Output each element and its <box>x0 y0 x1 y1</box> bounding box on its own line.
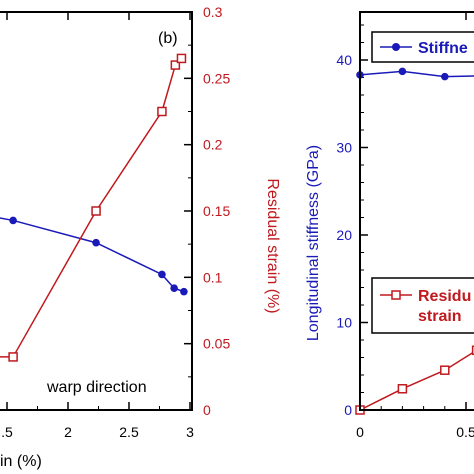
panel-right-y-tick-label: 30 <box>336 140 352 156</box>
panel-b-series <box>0 53 188 362</box>
panel-b-stiffness-line <box>0 217 185 293</box>
panel-b-y-right-tick-label: 0.25 <box>203 70 230 86</box>
legend-stiffness: Stiffne <box>371 31 474 63</box>
panel-right-x-tick-label: 0.5 <box>456 424 474 440</box>
legend-stiffness-label: Stiffne <box>418 40 468 57</box>
legend-residual-marker <box>391 290 401 300</box>
panel-b-y-right-tick-label: 0.05 <box>203 336 230 352</box>
panel-b-y-right-tick-label: 0.1 <box>203 269 223 285</box>
panel-b-stiffness-point <box>170 284 178 292</box>
panel-b-frame <box>0 11 193 411</box>
panel-label: (b) <box>158 30 178 47</box>
panel-right-stiffness-point <box>398 67 407 76</box>
panel-b-x-tick-label: 3 <box>186 424 194 440</box>
right-axis-label: Residual strain (%) <box>264 178 281 313</box>
panel-right-tick-labels: 0 0.5 0 10 20 30 40 <box>336 52 474 440</box>
panel-b-y-right-tick-label: 0.15 <box>203 203 230 219</box>
panel-right-ticks <box>359 12 467 411</box>
panel-b-stiffness-point <box>158 270 166 279</box>
panel-b-x-tick-label: 2 <box>64 424 72 440</box>
panel-b-stiffness-point <box>180 287 188 296</box>
panel-b-y-right-tick-label: 0.3 <box>203 4 223 20</box>
panel-b-stiffness-point <box>9 216 17 225</box>
legend-residual-label: Residu <box>418 288 471 305</box>
panel-b-x-tick-label: 2.5 <box>119 424 139 440</box>
panel-right-residual-point <box>440 365 450 375</box>
panel-right-residual-point <box>471 345 474 356</box>
panel-right-y-tick-label: 10 <box>336 315 352 331</box>
panel-b-tick-labels: .5 2 2.5 30 0.05 0.1 0.15 0.2 0.25 0.3 <box>1 4 230 440</box>
panel-right-residual-line <box>359 351 474 411</box>
panel-b-x-tick-label: .5 <box>1 424 13 440</box>
panel-b-residual-line <box>0 57 183 358</box>
legend-residual: Residu strain <box>371 277 474 334</box>
panel-right-series <box>355 67 474 415</box>
panel-right-residual-point <box>397 384 408 394</box>
panel-b-stiffness-point <box>92 238 100 247</box>
panel-stiffness: 0 0.5 0 10 20 30 40 Longitudinal stiffness (GP… <box>305 11 474 440</box>
panel-right-stiffness-line <box>359 70 474 78</box>
y-axis-label: Longitudinal stiffness (GPa) <box>305 145 322 341</box>
panel-b-residual-point <box>91 206 101 216</box>
panel-b-residual-point <box>170 60 181 70</box>
panel-b-residual-point <box>176 53 187 64</box>
legend-stiffness-box <box>371 31 474 63</box>
annotation-warp-direction: warp direction <box>46 379 147 396</box>
panel-right-x-tick-label: 0 <box>356 424 364 440</box>
x-axis-label: in (%) <box>0 453 42 470</box>
panel-right-frame <box>359 11 474 411</box>
panel-b: .5 2 2.5 30 0.05 0.1 0.15 0.2 0.25 0.3 (b) warp d… <box>0 4 281 470</box>
panel-b-y-right-tick-label: 0 <box>203 402 211 418</box>
panel-right-y-tick-label: 0 <box>344 402 352 418</box>
legend-residual-box <box>371 277 474 334</box>
panel-right-stiffness-point <box>441 72 449 81</box>
panel-b-y-right-tick-label: 0.2 <box>203 137 223 153</box>
legend-stiffness-marker <box>392 43 400 51</box>
panel-b-residual-point <box>157 106 167 117</box>
legend-residual-label2: strain <box>418 308 462 325</box>
panel-b-residual-point <box>8 352 18 362</box>
panel-right-y-tick-label: 20 <box>336 227 352 243</box>
panel-right-y-tick-label: 40 <box>336 52 352 68</box>
